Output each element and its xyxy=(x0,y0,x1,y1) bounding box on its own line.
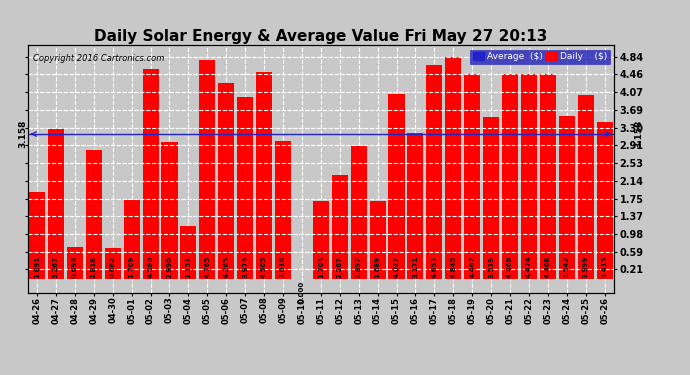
Bar xyxy=(67,247,83,279)
Bar xyxy=(370,201,386,279)
Bar xyxy=(445,57,462,279)
Text: 4.466: 4.466 xyxy=(507,256,513,278)
Bar xyxy=(124,200,139,279)
Text: 3.974: 3.974 xyxy=(242,255,248,278)
Bar xyxy=(521,74,537,279)
Text: 4.027: 4.027 xyxy=(393,256,400,278)
Text: 1.891: 1.891 xyxy=(34,256,40,278)
Bar xyxy=(351,146,366,279)
Bar xyxy=(161,142,177,279)
Bar xyxy=(218,83,235,279)
Text: 3.158: 3.158 xyxy=(635,120,644,148)
Text: 3.999: 3.999 xyxy=(583,256,589,278)
Bar xyxy=(426,66,442,279)
Bar xyxy=(86,150,102,279)
Text: 4.845: 4.845 xyxy=(451,255,456,278)
Bar xyxy=(332,175,348,279)
Text: 0.662: 0.662 xyxy=(110,256,116,278)
Bar xyxy=(199,60,215,279)
Text: 0.698: 0.698 xyxy=(72,256,78,278)
Text: 0.000: 0.000 xyxy=(299,281,305,303)
Text: 1.151: 1.151 xyxy=(186,256,191,278)
Text: 3.267: 3.267 xyxy=(53,256,59,278)
Text: 3.171: 3.171 xyxy=(413,256,418,278)
Text: 3.519: 3.519 xyxy=(488,256,494,278)
Text: Copyright 2016 Cartronics.com: Copyright 2016 Cartronics.com xyxy=(34,54,165,63)
Bar xyxy=(180,226,197,279)
Text: 4.265: 4.265 xyxy=(224,256,229,278)
Bar xyxy=(483,117,499,279)
Text: 4.580: 4.580 xyxy=(148,256,154,278)
Bar xyxy=(48,129,64,279)
Text: 2.267: 2.267 xyxy=(337,256,343,278)
Text: 4.765: 4.765 xyxy=(204,256,210,278)
Bar xyxy=(597,122,613,279)
Bar xyxy=(407,134,424,279)
Bar xyxy=(256,72,272,279)
Text: 3.415: 3.415 xyxy=(602,256,608,278)
Legend: Average  ($), Daily    ($): Average ($), Daily ($) xyxy=(471,50,609,64)
Text: 4.474: 4.474 xyxy=(526,255,532,278)
Bar xyxy=(578,96,594,279)
Text: 4.505: 4.505 xyxy=(261,256,267,278)
Bar xyxy=(388,94,404,279)
Text: 2.990: 2.990 xyxy=(166,256,172,278)
Bar xyxy=(105,248,121,279)
Text: 1.704: 1.704 xyxy=(318,255,324,278)
Text: 1.709: 1.709 xyxy=(128,256,135,278)
Text: 4.467: 4.467 xyxy=(469,255,475,278)
Text: 2.897: 2.897 xyxy=(355,256,362,278)
Bar xyxy=(237,97,253,279)
Bar xyxy=(559,116,575,279)
Text: 3.158: 3.158 xyxy=(18,120,27,148)
Bar xyxy=(540,74,556,279)
Bar xyxy=(502,74,518,279)
Text: 1.689: 1.689 xyxy=(375,256,381,278)
Bar xyxy=(29,192,45,279)
Text: 4.653: 4.653 xyxy=(431,256,437,278)
Title: Daily Solar Energy & Average Value Fri May 27 20:13: Daily Solar Energy & Average Value Fri M… xyxy=(94,29,548,44)
Bar xyxy=(464,74,480,279)
Bar xyxy=(143,69,159,279)
Bar xyxy=(275,141,291,279)
Text: 3.542: 3.542 xyxy=(564,256,570,278)
Text: 3.016: 3.016 xyxy=(280,256,286,278)
Text: 4.468: 4.468 xyxy=(545,255,551,278)
Bar xyxy=(313,201,329,279)
Text: 2.818: 2.818 xyxy=(91,256,97,278)
